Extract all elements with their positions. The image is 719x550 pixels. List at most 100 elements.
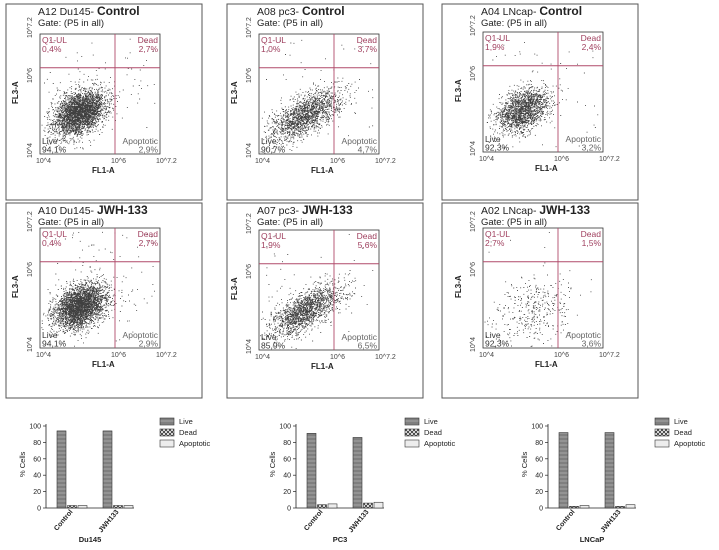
y-tick-label: 0 (539, 506, 543, 513)
event-dots (41, 38, 156, 150)
y-tick-label: 10^6 (27, 262, 34, 277)
quadrant-ul-percent: 1,0% (261, 44, 281, 54)
legend-label-dead: Dead (674, 428, 692, 437)
event-dots (486, 39, 599, 149)
y-tick-label: 80 (33, 440, 41, 447)
quadrant-ul-name: Q1-UL (485, 229, 510, 239)
legend-label-live: Live (179, 417, 193, 426)
quadrant-dead-name: Dead (581, 229, 602, 239)
condition-label: Control (539, 4, 582, 18)
bar-live-control (56, 430, 67, 509)
quadrant-dead-name: Dead (357, 35, 378, 45)
bar-dead-control (317, 504, 327, 509)
bar-apoptotic-jwh133 (373, 501, 384, 509)
panel-title: A10 Du145- JWH-133 (38, 203, 148, 217)
sample-id: A10 Du145- (38, 205, 97, 217)
event-cloud (41, 38, 156, 150)
quadrant-dead-percent: 2,7% (139, 238, 159, 248)
y-axis-label: % Cells (18, 451, 27, 477)
panel-frame (226, 202, 424, 399)
y-tick-label: 10^4 (246, 143, 253, 158)
condition-label: JWH-133 (539, 203, 590, 217)
quadrant-apoptotic-percent: 2,9% (139, 339, 159, 349)
x-tick-label: 10^6 (111, 158, 126, 165)
x-tick-label: 10^4 (479, 352, 494, 359)
event-dots (260, 39, 374, 154)
y-tick-label: 20 (283, 489, 291, 496)
panel-title: A08 pc3- Control (257, 4, 345, 18)
bar-apoptotic-control (327, 503, 338, 509)
bar-dead-jwh133 (615, 506, 625, 509)
sample-id: A08 pc3- (257, 6, 302, 18)
bar-apoptotic-control (579, 505, 590, 509)
bar-dead-control (569, 506, 579, 509)
legend-swatch-dead (159, 428, 175, 437)
panel-title: A02 LNcap- JWH-133 (481, 203, 590, 217)
y-tick-label: 10^7.2 (470, 15, 477, 36)
quadrant-dead-percent: 2,4% (582, 42, 602, 52)
quadrant-apoptotic-name: Apoptotic (123, 136, 159, 146)
legend-swatch-live (159, 417, 175, 426)
x-tick-label: 10^6 (330, 158, 345, 165)
x-axis-label: Du145 (79, 535, 102, 544)
quadrant-dead-name: Dead (581, 33, 602, 43)
x-tick-label: 10^4 (36, 158, 51, 165)
legend-label-live: Live (674, 417, 688, 426)
y-tick-label: 60 (535, 456, 543, 463)
y-axis-label: FL3-A (11, 81, 20, 104)
quadrant-live-percent: 85,9% (261, 341, 286, 351)
panel-title: A07 pc3- JWH-133 (257, 203, 353, 217)
quadrant-ul-name: Q1-UL (42, 35, 67, 45)
quadrant-live-name: Live (485, 330, 501, 340)
quadrant-apoptotic-name: Apoptotic (566, 330, 602, 340)
panel-frame (441, 202, 639, 399)
quadrant-dead-name: Dead (357, 231, 378, 241)
quadrant-ul-percent: 2,7% (485, 238, 505, 248)
x-axis-label: FL1-A (311, 166, 334, 175)
quadrant-apoptotic-name: Apoptotic (566, 134, 602, 144)
y-tick-label: 0 (287, 506, 291, 513)
y-tick-label: 10^7.2 (27, 211, 34, 232)
category-label: JWH133 (600, 509, 623, 534)
x-axis-label: FL1-A (92, 166, 115, 175)
y-tick-label: 60 (33, 456, 41, 463)
condition-label: JWH-133 (97, 203, 148, 217)
bar-dead-jwh133 (113, 505, 123, 509)
y-axis-label: FL3-A (230, 81, 239, 104)
x-axis-label: FL1-A (311, 362, 334, 371)
bar-dead-jwh133 (363, 502, 373, 509)
panel-title: A12 Du145- Control (38, 4, 140, 18)
quadrant-ul-percent: 1,9% (485, 42, 505, 52)
x-axis-label: FL1-A (535, 360, 558, 369)
x-axis-label: PC3 (333, 535, 348, 544)
y-tick-label: 100 (531, 424, 543, 431)
x-tick-label: 10^6 (330, 354, 345, 361)
quadrant-live-percent: 92,3% (485, 143, 510, 153)
x-tick-label: 10^7.2 (599, 156, 620, 163)
legend-label-live: Live (424, 417, 438, 426)
quadrant-ul-percent: 0,4% (42, 238, 62, 248)
y-axis-label: % Cells (268, 451, 277, 477)
legend-swatch-apoptotic (159, 439, 175, 448)
y-tick-label: 60 (283, 456, 291, 463)
y-tick-label: 40 (283, 473, 291, 480)
bar-dead-control (67, 505, 77, 509)
category-label: Control (303, 509, 324, 533)
bar-apoptotic-jwh133 (625, 504, 636, 509)
category-label: JWH133 (98, 509, 121, 534)
bar-live-control (558, 432, 569, 509)
x-axis-label: FL1-A (92, 360, 115, 369)
y-axis-label: FL3-A (454, 79, 463, 102)
gate-label: Gate: (P5 in all) (481, 18, 547, 29)
quadrant-apoptotic-percent: 4,7% (358, 145, 378, 155)
legend-swatch-dead (654, 428, 670, 437)
category-label: Control (53, 509, 74, 533)
quadrant-ul-percent: 0,4% (42, 44, 62, 54)
quadrant-live-percent: 92,3% (485, 339, 510, 349)
